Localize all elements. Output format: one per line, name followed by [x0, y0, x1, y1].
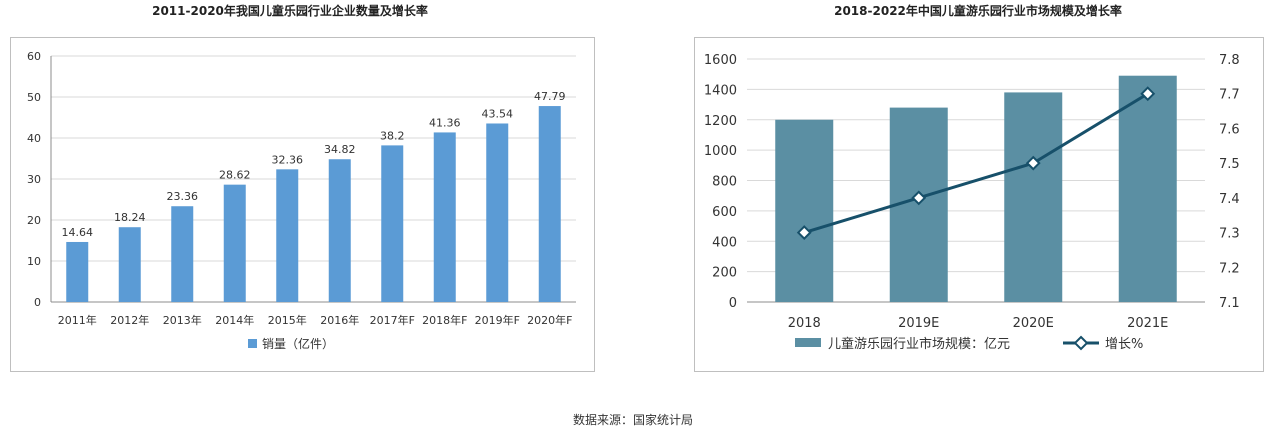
y-right-tick-label: 7.6 — [1219, 122, 1240, 137]
y-tick-label: 40 — [27, 132, 41, 145]
y-left-tick-label: 1200 — [704, 114, 737, 129]
bar — [433, 132, 456, 302]
x-tick-label: 2021E — [1127, 316, 1168, 331]
data-label: 23.36 — [167, 190, 199, 203]
x-tick-label: 2019E — [898, 316, 939, 331]
bar — [1118, 75, 1177, 302]
legend-swatch-bar — [795, 338, 821, 347]
y-tick-label: 50 — [27, 91, 41, 104]
right-chart-svg: 0 200 400 600 800 1000 1200 1400 1600 7.1 7.2 7.3 7.… — [704, 53, 1240, 352]
left-chart-svg: 0 10 20 30 40 50 60 14.64 2011年 18.24 2012年 23.36 20… — [27, 50, 576, 351]
y-right-tick-label: 7.7 — [1219, 88, 1240, 103]
data-label: 38.2 — [380, 129, 405, 142]
bar — [171, 206, 194, 302]
x-tick-label: 2016年 — [320, 313, 359, 327]
y-left-tick-label: 800 — [712, 175, 737, 190]
y-tick-label: 0 — [34, 296, 41, 309]
y-right-tick-label: 7.8 — [1219, 53, 1240, 68]
bar — [381, 145, 404, 302]
growth-point — [796, 225, 812, 240]
x-tick-label: 2014年 — [215, 313, 254, 327]
y-left-tick-label: 1600 — [704, 53, 737, 68]
growth-line — [803, 92, 1149, 235]
x-tick-label: 2018 — [788, 316, 821, 331]
x-tick-label: 2015年 — [268, 313, 307, 327]
growth-point — [1025, 155, 1041, 171]
source-note: 数据来源：国家统计局 — [572, 413, 693, 427]
legend-label-bar: 儿童游乐园行业市场规模：亿元 — [828, 336, 1010, 352]
growth-point — [1140, 86, 1156, 102]
bar — [538, 106, 561, 302]
x-tick-label: 2017年F — [370, 313, 415, 327]
y-right-tick-label: 7.1 — [1219, 296, 1240, 311]
y-right-tick-label: 7.2 — [1219, 261, 1240, 276]
y-left-tick-label: 400 — [712, 235, 737, 250]
y-left-tick-label: 1000 — [704, 144, 737, 159]
legend-swatch-marker — [1073, 335, 1089, 351]
y-right-tick-label: 7.3 — [1219, 227, 1240, 242]
bar — [66, 241, 89, 302]
x-tick-label: 2011年 — [58, 313, 97, 327]
right-chart: 0 200 400 600 800 1000 1200 1400 1600 7.1 7.2 7.3 7.… — [694, 37, 1264, 372]
y-left-tick-label: 200 — [712, 266, 737, 281]
legend-label-line: 增长% — [1105, 337, 1143, 352]
y-tick-label: 30 — [27, 173, 41, 186]
y-right-tick-label: 7.4 — [1219, 192, 1240, 207]
y-left-tick-label: 1400 — [704, 83, 737, 98]
y-left-tick-label: 600 — [712, 205, 737, 220]
bar — [328, 159, 351, 302]
data-label: 34.82 — [324, 143, 356, 156]
legend-label: 销量（亿件） — [262, 336, 334, 351]
bar — [1004, 92, 1063, 302]
bar — [118, 227, 141, 302]
y-tick-label: 10 — [27, 255, 41, 268]
data-label: 14.64 — [62, 226, 94, 239]
data-label: 43.54 — [482, 107, 514, 120]
y-left-tick-label: 0 — [729, 296, 737, 311]
y-tick-label: 20 — [27, 214, 41, 227]
left-chart: 0 10 20 30 40 50 60 14.64 2011年 18.24 2012年 23.36 20… — [10, 37, 595, 372]
data-label: 18.24 — [114, 211, 146, 224]
y-tick-label: 60 — [27, 50, 41, 63]
data-label: 28.62 — [219, 169, 251, 182]
growth-point — [911, 190, 927, 206]
x-tick-label: 2013年 — [163, 313, 202, 327]
x-tick-label: 2020E — [1013, 316, 1054, 331]
bar — [775, 119, 834, 302]
bar — [486, 123, 509, 303]
x-tick-label: 2020年F — [527, 313, 572, 327]
data-label: 47.79 — [534, 90, 566, 103]
bar — [276, 169, 299, 302]
x-tick-label: 2019年F — [475, 313, 520, 327]
y-right-tick-label: 7.5 — [1219, 157, 1240, 172]
data-label: 41.36 — [429, 116, 461, 129]
data-label: 32.36 — [272, 153, 304, 166]
bar — [223, 184, 246, 302]
left-chart-title: 2011-2020年我国儿童乐园行业企业数量及增长率 — [152, 4, 428, 18]
x-tick-label: 2018年F — [422, 313, 467, 327]
x-tick-label: 2012年 — [110, 313, 149, 327]
right-chart-title: 2018-2022年中国儿童游乐园行业市场规模及增长率 — [834, 4, 1122, 18]
legend-swatch — [248, 339, 257, 348]
